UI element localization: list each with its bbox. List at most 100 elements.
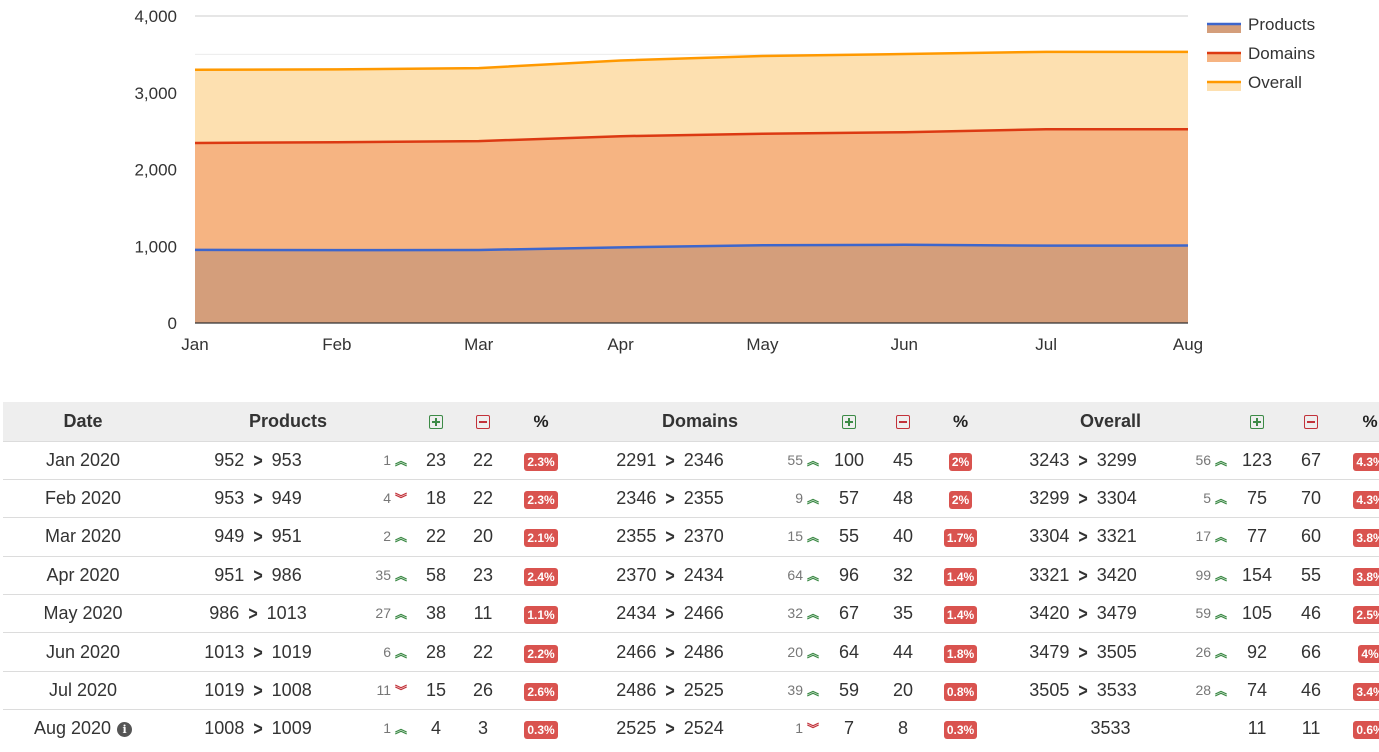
plus-square-icon[interactable] xyxy=(842,415,857,429)
table-header-row: Date Products % Domains % Overall % xyxy=(3,402,1379,442)
chevron-right-icon: > xyxy=(253,719,263,741)
double-chevron-up-icon: ︽ xyxy=(1215,453,1228,468)
overall-pct: 0.6% xyxy=(1341,709,1379,748)
overall-pct: 3.8% xyxy=(1341,555,1379,595)
overall-from: 3321 xyxy=(1029,564,1070,585)
double-chevron-up-icon: ︽ xyxy=(1215,645,1228,660)
x-tick-label: Jan xyxy=(181,335,208,354)
domains-diff: 20 ︽ xyxy=(765,632,826,672)
products-diff-value: 1 xyxy=(383,720,391,737)
domains-diff-value: 9 xyxy=(795,490,803,507)
date-cell: Jun 2020 xyxy=(3,632,163,672)
chevron-right-icon: > xyxy=(253,642,263,664)
domains-added: 55 xyxy=(825,517,874,557)
domains-range: 2434 >2466 xyxy=(575,594,766,633)
chevron-right-icon: > xyxy=(253,489,263,510)
overall-added: 75 xyxy=(1233,478,1282,518)
date-label: Jan 2020 xyxy=(45,449,121,470)
x-tick-label: Aug xyxy=(1173,335,1203,354)
domains-range: 2525 >2524 xyxy=(575,709,766,748)
domains-to: 2486 xyxy=(683,641,724,662)
products-diff-value: 6 xyxy=(383,643,391,660)
chevron-right-icon: > xyxy=(665,604,675,625)
chevron-right-icon: > xyxy=(665,566,675,587)
header-domains[interactable]: Domains xyxy=(575,402,826,442)
products-added: 38 xyxy=(413,594,460,633)
overall-pct: 4.3% xyxy=(1341,478,1379,518)
date-cell: Jan 2020 xyxy=(3,441,163,479)
overall-to: 3533 xyxy=(1096,680,1137,701)
status-badge: 2.4% xyxy=(524,567,558,586)
plus-square-icon[interactable] xyxy=(429,415,444,429)
domains-range-values: 2434 >2466 xyxy=(616,603,723,625)
status-badge: 0.8% xyxy=(943,683,978,702)
minus-square-icon[interactable] xyxy=(1304,415,1319,429)
overall-added: 77 xyxy=(1233,517,1282,557)
domains-added: 96 xyxy=(825,555,874,595)
domains-removed: 32 xyxy=(873,555,934,595)
info-icon[interactable]: i xyxy=(117,722,133,738)
domains-range-values: 2486 >2525 xyxy=(616,680,723,702)
minus-square-icon[interactable] xyxy=(476,415,491,429)
products-diff: 35 ︽ xyxy=(353,555,414,595)
date-label: Feb 2020 xyxy=(44,488,122,509)
area-products xyxy=(195,244,1188,323)
percent-icon[interactable]: % xyxy=(952,411,969,431)
date-cell: Jul 2020 xyxy=(3,670,163,710)
chart-svg: 0 1,000 2,000 3,000 4,000 Jan Feb Mar Apr May Jun J… xyxy=(134,7,1315,354)
overall-removed-value: 46 xyxy=(1301,680,1322,701)
products-pct: 2.3% xyxy=(507,441,575,479)
products-pct: 0.3% xyxy=(507,709,576,748)
x-tick-label: Apr xyxy=(607,335,634,354)
domains-added-value: 59 xyxy=(839,680,860,701)
products-pct: 2.2% xyxy=(507,632,576,672)
status-badge: 0.6% xyxy=(1353,721,1379,740)
products-range: 949 >951 xyxy=(163,517,353,557)
chevron-right-icon: > xyxy=(253,681,263,702)
products-diff-value: 35 xyxy=(375,566,391,583)
overall-pct: 4% xyxy=(1341,632,1379,672)
products-removed-value: 22 xyxy=(473,641,494,662)
domains-removed-value: 40 xyxy=(893,526,914,547)
domains-diff: 15 ︽ xyxy=(765,517,826,557)
header-products[interactable]: Products xyxy=(163,402,414,442)
domains-range-values: 2355 >2370 xyxy=(616,526,724,548)
products-added: 58 xyxy=(413,555,460,595)
overall-added: 74 xyxy=(1233,670,1282,710)
plus-square-icon[interactable] xyxy=(1250,415,1265,429)
overall-removed: 60 xyxy=(1281,517,1342,557)
domains-from: 2346 xyxy=(616,488,657,509)
domains-removed-value: 44 xyxy=(893,641,914,662)
products-range: 986 >1013 xyxy=(163,594,353,633)
overall-range: 3505 >3533 xyxy=(988,670,1179,710)
header-date[interactable]: Date xyxy=(3,402,163,442)
y-tick-label: 0 xyxy=(168,314,177,333)
domains-to: 2370 xyxy=(683,526,724,547)
products-diff: 4 ︾ xyxy=(353,478,414,518)
date-cell: Aug 2020 i xyxy=(3,709,163,748)
table-body: Jan 2020 952 >953 1 ︽ 23 22 2.3% 2291 >2346 55 ︽ 100… xyxy=(3,441,1379,748)
overall-count: 3533 xyxy=(1090,718,1131,739)
double-chevron-up-icon: ︽ xyxy=(395,722,408,737)
domains-from: 2355 xyxy=(616,526,657,547)
double-chevron-up-icon: ︽ xyxy=(1215,530,1228,545)
date-label: May 2020 xyxy=(43,603,123,624)
legend-swatch xyxy=(1207,53,1241,62)
status-badge: 1.4% xyxy=(943,567,978,586)
domains-removed-value: 32 xyxy=(893,564,914,585)
percent-icon[interactable]: % xyxy=(533,411,549,431)
products-removed-value: 23 xyxy=(473,564,494,585)
overall-range-values: 3304 >3321 xyxy=(1029,526,1136,548)
chevron-right-icon: > xyxy=(1078,681,1088,702)
double-chevron-up-icon: ︽ xyxy=(807,684,820,699)
header-overall[interactable]: Overall xyxy=(988,402,1234,442)
products-from: 1019 xyxy=(204,680,245,701)
products-removed: 3 xyxy=(459,709,508,748)
double-chevron-up-icon: ︽ xyxy=(1215,684,1228,699)
percent-icon[interactable]: % xyxy=(1362,411,1378,431)
domains-added: 67 xyxy=(825,594,874,633)
minus-square-icon[interactable] xyxy=(896,415,911,429)
status-badge: 1.1% xyxy=(524,606,558,625)
legend-swatch xyxy=(1207,24,1241,33)
overall-pct: 3.8% xyxy=(1341,517,1379,557)
